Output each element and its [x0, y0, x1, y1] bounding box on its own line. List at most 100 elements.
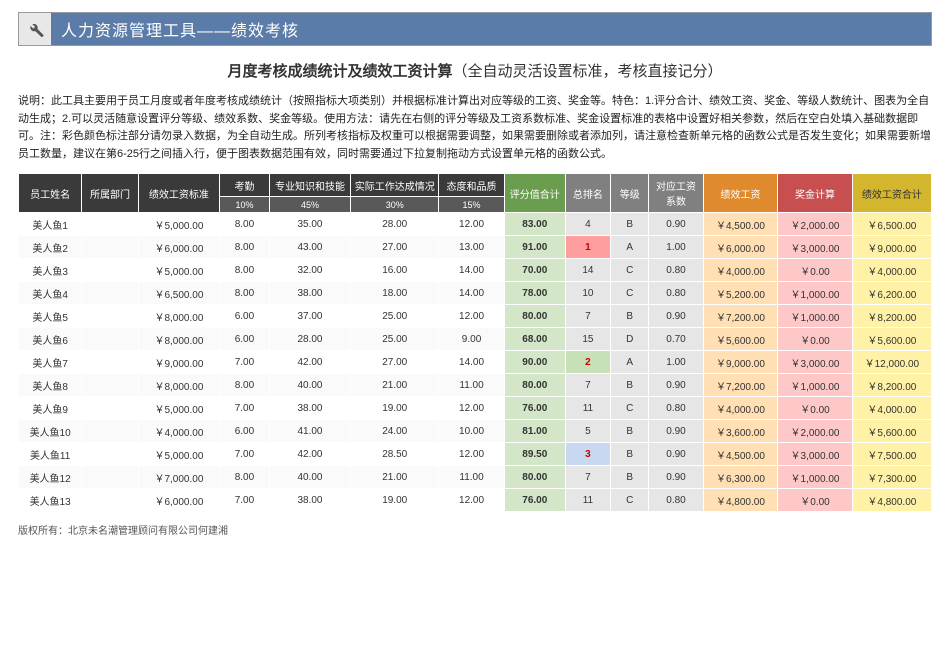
cell: ￥3,000.00 — [778, 351, 853, 374]
table-row: 美人鱼7￥9,000.007.0042.0027.0014.0090.002A1… — [19, 351, 932, 374]
cell: ￥1,000.00 — [778, 374, 853, 397]
cell: 美人鱼4 — [19, 282, 82, 305]
cell: 美人鱼6 — [19, 328, 82, 351]
cell: A — [611, 236, 649, 259]
cell: 0.80 — [649, 489, 703, 512]
cell: ￥6,000.00 — [703, 236, 778, 259]
cell: 40.00 — [269, 374, 350, 397]
cell: 11 — [565, 397, 610, 420]
cell: 美人鱼5 — [19, 305, 82, 328]
cell: 41.00 — [269, 420, 350, 443]
cell: 14.00 — [439, 282, 505, 305]
col-c1: 考勤 — [220, 174, 270, 197]
cell: 0.90 — [649, 213, 703, 236]
cell: ￥4,000.00 — [852, 259, 931, 282]
cell — [82, 328, 138, 351]
cell: ￥5,000.00 — [138, 259, 219, 282]
cell: ￥5,600.00 — [703, 328, 778, 351]
cell: 11.00 — [439, 466, 505, 489]
cell: ￥5,200.00 — [703, 282, 778, 305]
cell: B — [611, 213, 649, 236]
page-root: 人力资源管理工具——绩效考核 月度考核成绩统计及绩效工资计算（全自动灵活设置标准… — [0, 0, 950, 545]
cell: 38.00 — [269, 489, 350, 512]
cell: 0.80 — [649, 282, 703, 305]
cell: ￥6,000.00 — [138, 489, 219, 512]
cell: B — [611, 305, 649, 328]
cell: ￥5,600.00 — [852, 328, 931, 351]
cell: ￥9,000.00 — [138, 351, 219, 374]
cell: 12.00 — [439, 489, 505, 512]
cell: 美人鱼11 — [19, 443, 82, 466]
cell: 38.00 — [269, 282, 350, 305]
cell: 10 — [565, 282, 610, 305]
col-coeff: 对应工资系数 — [649, 174, 703, 213]
cell: 7 — [565, 374, 610, 397]
cell: ￥8,200.00 — [852, 305, 931, 328]
table-row: 美人鱼12￥7,000.008.0040.0021.0011.0080.007B… — [19, 466, 932, 489]
table-row: 美人鱼9￥5,000.007.0038.0019.0012.0076.0011C… — [19, 397, 932, 420]
col-bonus: 奖金计算 — [778, 174, 853, 213]
col-rank: 总排名 — [565, 174, 610, 213]
cell: ￥8,000.00 — [138, 305, 219, 328]
cell — [82, 397, 138, 420]
title-bar: 人力资源管理工具——绩效考核 — [18, 12, 932, 46]
cell: 16.00 — [351, 259, 439, 282]
cell: 35.00 — [269, 213, 350, 236]
cell: ￥12,000.00 — [852, 351, 931, 374]
cell: 18.00 — [351, 282, 439, 305]
cell: D — [611, 328, 649, 351]
cell — [82, 351, 138, 374]
cell: 12.00 — [439, 305, 505, 328]
cell: ￥4,500.00 — [703, 443, 778, 466]
cell: ￥3,000.00 — [778, 236, 853, 259]
cell: 0.70 — [649, 328, 703, 351]
cell: 2 — [565, 351, 610, 374]
col-grade: 等级 — [611, 174, 649, 213]
cell: 9.00 — [439, 328, 505, 351]
cell: A — [611, 351, 649, 374]
col-perf: 绩效工资 — [703, 174, 778, 213]
cell: ￥9,000.00 — [852, 236, 931, 259]
cell: ￥8,200.00 — [852, 374, 931, 397]
table-row: 美人鱼13￥6,000.007.0038.0019.0012.0076.0011… — [19, 489, 932, 512]
cell: 0.90 — [649, 466, 703, 489]
cell: B — [611, 420, 649, 443]
weight-c3: 30% — [351, 197, 439, 213]
cell: 70.00 — [504, 259, 565, 282]
cell: 80.00 — [504, 305, 565, 328]
cell — [82, 374, 138, 397]
cell: 10.00 — [439, 420, 505, 443]
cell: ￥5,000.00 — [138, 443, 219, 466]
cell: 21.00 — [351, 374, 439, 397]
cell: 1 — [565, 236, 610, 259]
cell: ￥4,000.00 — [852, 397, 931, 420]
cell: ￥7,200.00 — [703, 374, 778, 397]
cell: ￥1,000.00 — [778, 305, 853, 328]
cell: 78.00 — [504, 282, 565, 305]
col-base: 绩效工资标准 — [138, 174, 219, 213]
cell: C — [611, 259, 649, 282]
cell: 15 — [565, 328, 610, 351]
cell: C — [611, 282, 649, 305]
cell: 80.00 — [504, 374, 565, 397]
cell: ￥1,000.00 — [778, 282, 853, 305]
cell: 8.00 — [220, 466, 270, 489]
cell: 91.00 — [504, 236, 565, 259]
cell: 68.00 — [504, 328, 565, 351]
cell: 28.00 — [351, 213, 439, 236]
cell: 25.00 — [351, 305, 439, 328]
cell: 0.90 — [649, 443, 703, 466]
cell: 21.00 — [351, 466, 439, 489]
cell: 1.00 — [649, 351, 703, 374]
cell: ￥8,000.00 — [138, 374, 219, 397]
cell: 0.90 — [649, 374, 703, 397]
cell: ￥7,500.00 — [852, 443, 931, 466]
col-score: 评分值合计 — [504, 174, 565, 213]
cell: 7 — [565, 305, 610, 328]
cell: 14.00 — [439, 259, 505, 282]
table-row: 美人鱼5￥8,000.006.0037.0025.0012.0080.007B0… — [19, 305, 932, 328]
cell: 81.00 — [504, 420, 565, 443]
cell: C — [611, 397, 649, 420]
performance-table: 员工姓名 所属部门 绩效工资标准 考勤 专业知识和技能 实际工作达成情况 态度和… — [18, 173, 932, 512]
col-dept: 所属部门 — [82, 174, 138, 213]
